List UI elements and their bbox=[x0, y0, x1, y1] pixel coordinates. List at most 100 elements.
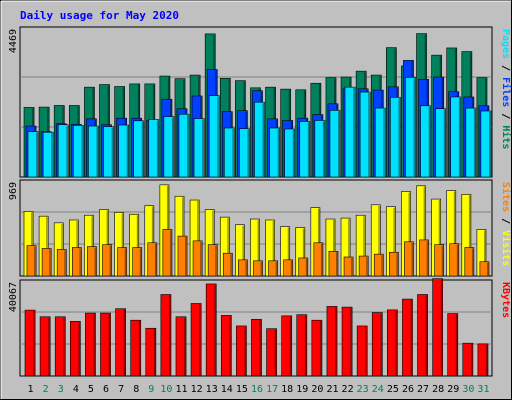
bar-sites-day-9-fill bbox=[147, 242, 158, 277]
bar-kbytes-day-30-shade bbox=[470, 344, 473, 376]
bar-kbytes-day-28 bbox=[432, 278, 444, 377]
bar-kbytes-day-20-shade bbox=[319, 321, 322, 376]
bar-sites-day-6-fill bbox=[102, 244, 112, 277]
bar-sites-day-16-shade bbox=[260, 261, 263, 276]
bar-kbytes-day-18-fill bbox=[281, 315, 293, 377]
bar-kbytes-day-9-fill bbox=[145, 327, 157, 377]
day-label-24: 24 bbox=[372, 384, 384, 395]
bar-pages-day-11 bbox=[178, 113, 190, 178]
bar-sites-day-21-shade bbox=[336, 252, 338, 276]
bar-visits-day-16-shade bbox=[257, 220, 260, 276]
bar-visits-day-1-shade bbox=[31, 212, 33, 276]
bar-sites-day-31-fill bbox=[479, 261, 490, 277]
bar-pages-day-9 bbox=[148, 119, 160, 178]
bar-visits-day-8-shade bbox=[136, 215, 139, 276]
bar-kbytes-day-1 bbox=[24, 309, 36, 377]
bar-kbytes-day-19-shade bbox=[304, 315, 307, 376]
day-label-13: 13 bbox=[206, 384, 218, 395]
bar-sites-day-28 bbox=[434, 244, 445, 277]
bar-sites-day-29-shade bbox=[456, 244, 459, 276]
bar-pages-day-28-fill bbox=[435, 108, 447, 178]
bar-sites-day-2 bbox=[41, 248, 52, 277]
bar-sites-day-20-shade bbox=[320, 243, 323, 276]
panel-legend: Sites / Visits bbox=[500, 182, 512, 266]
day-label-5: 5 bbox=[88, 384, 94, 395]
bar-sites-day-14 bbox=[222, 252, 233, 277]
bar-pages-day-14 bbox=[223, 127, 235, 178]
bar-kbytes-day-5-fill bbox=[85, 312, 96, 377]
bar-pages-day-15 bbox=[239, 128, 250, 178]
bar-kbytes-day-17-fill bbox=[266, 328, 277, 377]
bar-pages-day-3-shade bbox=[66, 125, 68, 177]
bar-sites-day-10-shade bbox=[169, 230, 172, 276]
bar-sites-day-17 bbox=[268, 260, 278, 277]
bar-pages-day-17 bbox=[269, 127, 280, 178]
bar-sites-day-9 bbox=[147, 242, 158, 277]
bar-sites-day-7-shade bbox=[124, 248, 127, 276]
bar-kbytes-day-15-shade bbox=[244, 326, 246, 376]
bar-sites-day-15 bbox=[238, 259, 248, 277]
bar-sites-day-16-fill bbox=[253, 260, 263, 277]
bar-pages-day-20 bbox=[314, 120, 326, 178]
bar-pages-day-30 bbox=[465, 107, 477, 178]
bar-kbytes-day-10-fill bbox=[160, 294, 172, 377]
bar-sites-day-27 bbox=[419, 239, 429, 277]
bar-sites-day-8-shade bbox=[139, 248, 142, 276]
bar-sites-day-26-fill bbox=[404, 241, 414, 277]
bar-sites-day-4-shade bbox=[79, 248, 81, 276]
bar-kbytes-day-14-fill bbox=[220, 315, 232, 377]
bar-kbytes-day-20-fill bbox=[311, 319, 323, 377]
day-label-27: 27 bbox=[417, 384, 429, 395]
bar-kbytes-day-30 bbox=[462, 342, 474, 377]
bar-pages-day-13 bbox=[208, 95, 220, 178]
bar-kbytes-day-16-shade bbox=[259, 320, 262, 376]
bar-sites-day-25 bbox=[389, 251, 399, 277]
bar-sites-day-1 bbox=[26, 245, 37, 277]
legend-visits: Visits bbox=[500, 230, 512, 266]
bar-kbytes-day-24 bbox=[371, 312, 383, 377]
bar-sites-day-23-fill bbox=[358, 255, 369, 277]
bar-kbytes-day-27 bbox=[417, 294, 428, 377]
bar-pages-day-25-shade bbox=[398, 98, 400, 177]
bar-kbytes-day-25 bbox=[387, 309, 398, 377]
bar-kbytes-day-13-shade bbox=[214, 284, 216, 376]
day-label-23: 23 bbox=[357, 384, 369, 395]
bar-pages-day-16-fill bbox=[254, 101, 265, 178]
bar-sites-day-25-fill bbox=[389, 251, 399, 277]
kbytes-panel: 40067 KBytes bbox=[8, 278, 511, 377]
bar-sites-day-18 bbox=[283, 259, 294, 277]
bar-kbytes-day-15 bbox=[236, 325, 247, 377]
legend-pages: Pages bbox=[500, 29, 511, 59]
bar-pages-day-12 bbox=[193, 118, 205, 178]
bar-pages-day-28 bbox=[435, 108, 447, 178]
bar-visits-day-12-shade bbox=[197, 201, 199, 276]
bar-pages-day-30-fill bbox=[465, 107, 477, 178]
bar-pages-day-26 bbox=[405, 77, 416, 178]
bar-sites-day-13-shade bbox=[215, 245, 217, 276]
bar-kbytes-day-12-shade bbox=[199, 304, 201, 376]
bar-sites-day-7-fill bbox=[117, 247, 127, 277]
bar-visits-day-5-shade bbox=[91, 216, 93, 276]
bar-sites-day-21-fill bbox=[328, 251, 339, 277]
bar-visits-day-15-shade bbox=[242, 225, 244, 276]
day-label-2: 2 bbox=[43, 384, 49, 395]
bar-pages-day-6 bbox=[103, 126, 114, 178]
bar-visits-day-27-shade bbox=[423, 186, 426, 276]
bar-sites-day-3-fill bbox=[56, 249, 67, 277]
bar-pages-day-5 bbox=[88, 125, 99, 178]
bar-kbytes-day-2-shade bbox=[48, 317, 50, 376]
bar-kbytes-day-1-shade bbox=[33, 311, 35, 376]
day-label-30: 30 bbox=[462, 384, 474, 395]
bar-kbytes-day-18 bbox=[281, 315, 293, 377]
bar-kbytes-day-29-fill bbox=[447, 313, 459, 377]
bar-pages-day-15-fill bbox=[239, 128, 250, 178]
bar-pages-day-18-shade bbox=[292, 129, 295, 177]
legend-sep: / bbox=[500, 107, 511, 125]
bar-pages-day-20-fill bbox=[314, 120, 326, 178]
bar-pages-day-26-fill bbox=[405, 77, 416, 178]
bar-pages-day-2-shade bbox=[51, 133, 53, 177]
bar-pages-day-31-fill bbox=[480, 110, 492, 178]
bar-visits-day-28-shade bbox=[438, 200, 441, 276]
